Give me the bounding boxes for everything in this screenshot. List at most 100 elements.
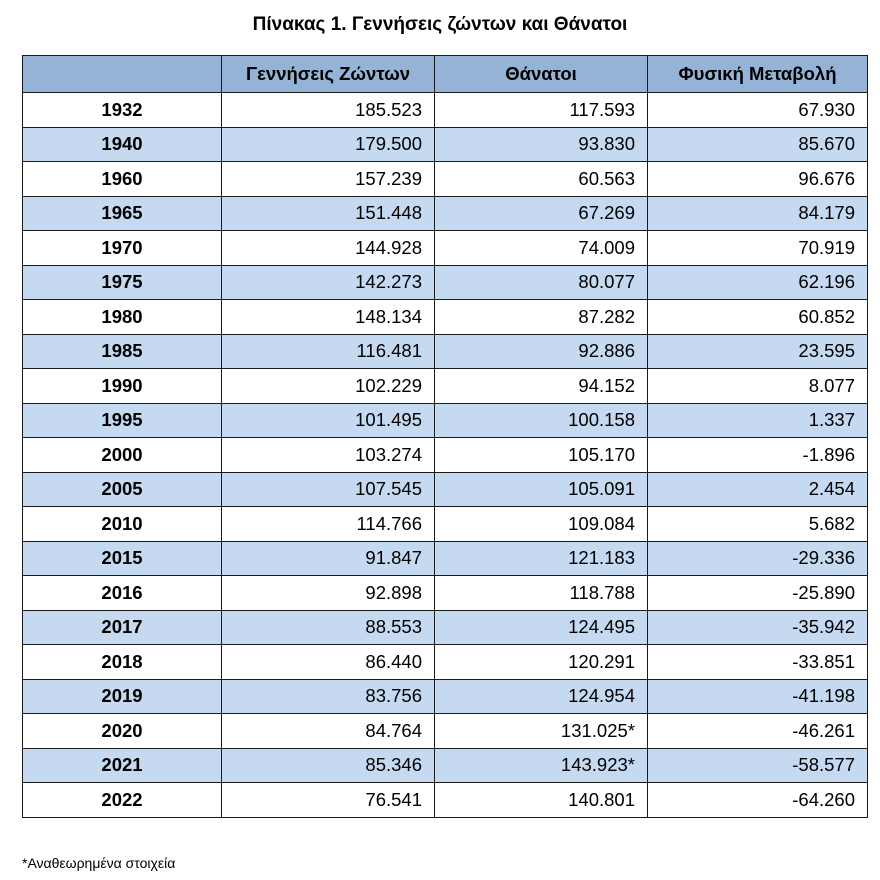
births-cell: 86.440: [221, 644, 435, 680]
natural-change-cell: 84.179: [647, 195, 868, 231]
year-cell: 2015: [22, 540, 222, 576]
header-row: Γεννήσεις Ζώντων Θάνατοι Φυσική Μεταβολή: [22, 55, 868, 93]
births-cell: 85.346: [221, 747, 435, 783]
natural-change-cell: -25.890: [647, 575, 868, 611]
births-cell: 101.495: [221, 402, 435, 438]
table-row: 2021 85.346 143.923* -58.577: [22, 747, 868, 783]
table-row: 2018 86.440 120.291 -33.851: [22, 644, 868, 680]
deaths-cell: 140.801: [434, 782, 648, 818]
year-cell: 1970: [22, 230, 222, 266]
natural-change-cell: 2.454: [647, 471, 868, 507]
natural-change-cell: -46.261: [647, 713, 868, 749]
natural-change-cell: 23.595: [647, 333, 868, 369]
deaths-cell: 143.923*: [434, 747, 648, 783]
births-cell: 185.523: [221, 92, 435, 128]
births-cell: 83.756: [221, 678, 435, 714]
births-cell: 151.448: [221, 195, 435, 231]
births-cell: 102.229: [221, 368, 435, 404]
deaths-cell: 105.170: [434, 437, 648, 473]
year-cell: 2019: [22, 678, 222, 714]
year-cell: 1940: [22, 126, 222, 162]
year-cell: 1985: [22, 333, 222, 369]
deaths-cell: 60.563: [434, 161, 648, 197]
natural-change-cell: -35.942: [647, 609, 868, 645]
deaths-cell: 93.830: [434, 126, 648, 162]
table-row: 2016 92.898 118.788 -25.890: [22, 575, 868, 611]
births-cell: 179.500: [221, 126, 435, 162]
table-row: 1990 102.229 94.152 8.077: [22, 368, 868, 404]
natural-change-cell: -33.851: [647, 644, 868, 680]
deaths-cell: 80.077: [434, 264, 648, 300]
natural-change-cell: -29.336: [647, 540, 868, 576]
year-cell: 1960: [22, 161, 222, 197]
table-row: 2022 76.541 140.801 -64.260: [22, 782, 868, 818]
deaths-cell: 100.158: [434, 402, 648, 438]
births-deaths-table: Γεννήσεις Ζώντων Θάνατοι Φυσική Μεταβολή…: [22, 55, 868, 818]
table-row: 2019 83.756 124.954 -41.198: [22, 678, 868, 714]
deaths-cell: 121.183: [434, 540, 648, 576]
table-row: 2020 84.764 131.025* -46.261: [22, 713, 868, 749]
natural-change-cell: 62.196: [647, 264, 868, 300]
table-row: 1940 179.500 93.830 85.670: [22, 126, 868, 162]
year-cell: 1975: [22, 264, 222, 300]
table-row: 1965 151.448 67.269 84.179: [22, 195, 868, 231]
births-cell: 76.541: [221, 782, 435, 818]
year-cell: 2000: [22, 437, 222, 473]
table-row: 2015 91.847 121.183 -29.336: [22, 540, 868, 576]
table-row: 1975 142.273 80.077 62.196: [22, 264, 868, 300]
deaths-cell: 124.495: [434, 609, 648, 645]
year-cell: 1932: [22, 92, 222, 128]
year-cell: 2010: [22, 506, 222, 542]
year-cell: 1990: [22, 368, 222, 404]
header-births: Γεννήσεις Ζώντων: [221, 55, 435, 93]
natural-change-cell: 60.852: [647, 299, 868, 335]
natural-change-cell: 70.919: [647, 230, 868, 266]
deaths-cell: 131.025*: [434, 713, 648, 749]
natural-change-cell: 1.337: [647, 402, 868, 438]
header-deaths: Θάνατοι: [434, 55, 648, 93]
year-cell: 2017: [22, 609, 222, 645]
table-row: 1970 144.928 74.009 70.919: [22, 230, 868, 266]
natural-change-cell: 85.670: [647, 126, 868, 162]
births-cell: 103.274: [221, 437, 435, 473]
deaths-cell: 105.091: [434, 471, 648, 507]
header-year: [22, 55, 222, 93]
natural-change-cell: 5.682: [647, 506, 868, 542]
year-cell: 1965: [22, 195, 222, 231]
deaths-cell: 87.282: [434, 299, 648, 335]
year-cell: 2016: [22, 575, 222, 611]
year-cell: 2018: [22, 644, 222, 680]
year-cell: 2021: [22, 747, 222, 783]
table-row: 1985 116.481 92.886 23.595: [22, 333, 868, 369]
header-natural-change: Φυσική Μεταβολή: [647, 55, 868, 93]
births-cell: 114.766: [221, 506, 435, 542]
table-row: 2005 107.545 105.091 2.454: [22, 471, 868, 507]
table-row: 2000 103.274 105.170 -1.896: [22, 437, 868, 473]
year-cell: 2005: [22, 471, 222, 507]
deaths-cell: 67.269: [434, 195, 648, 231]
deaths-cell: 118.788: [434, 575, 648, 611]
births-cell: 148.134: [221, 299, 435, 335]
births-cell: 84.764: [221, 713, 435, 749]
births-cell: 142.273: [221, 264, 435, 300]
natural-change-cell: 8.077: [647, 368, 868, 404]
births-cell: 157.239: [221, 161, 435, 197]
year-cell: 1995: [22, 402, 222, 438]
natural-change-cell: 67.930: [647, 92, 868, 128]
deaths-cell: 94.152: [434, 368, 648, 404]
table-row: 1932 185.523 117.593 67.930: [22, 92, 868, 128]
deaths-cell: 124.954: [434, 678, 648, 714]
table-row: 1980 148.134 87.282 60.852: [22, 299, 868, 335]
deaths-cell: 120.291: [434, 644, 648, 680]
deaths-cell: 92.886: [434, 333, 648, 369]
births-cell: 107.545: [221, 471, 435, 507]
births-cell: 88.553: [221, 609, 435, 645]
natural-change-cell: -58.577: [647, 747, 868, 783]
year-cell: 2022: [22, 782, 222, 818]
footnote: *Αναθεωρημένα στοιχεία: [22, 855, 176, 871]
natural-change-cell: -41.198: [647, 678, 868, 714]
deaths-cell: 109.084: [434, 506, 648, 542]
births-cell: 92.898: [221, 575, 435, 611]
deaths-cell: 117.593: [434, 92, 648, 128]
table-row: 1995 101.495 100.158 1.337: [22, 402, 868, 438]
